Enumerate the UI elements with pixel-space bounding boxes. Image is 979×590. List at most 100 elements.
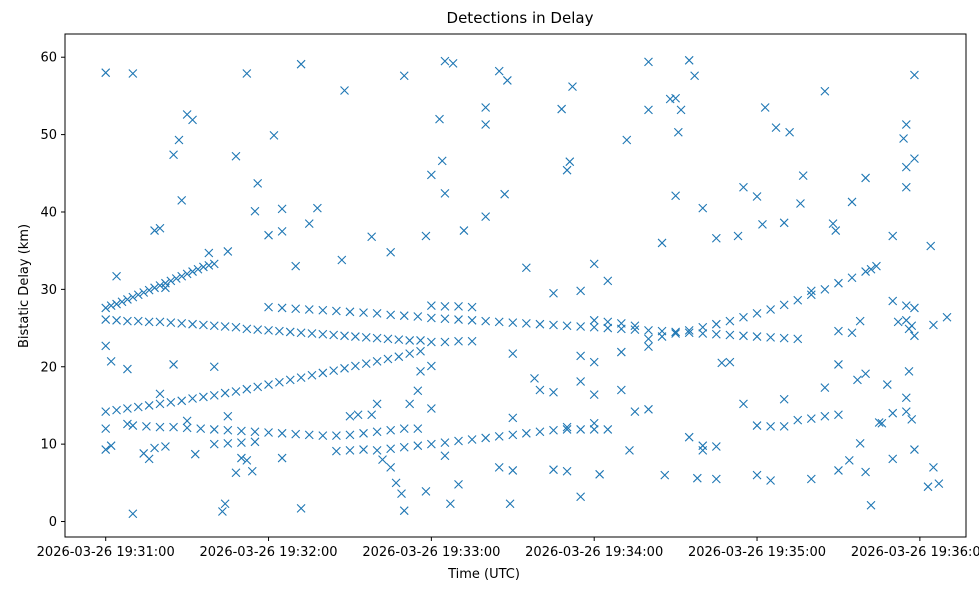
x-tick-label: 2026-03-26 19:34:00 (525, 545, 663, 560)
data-point (907, 414, 917, 424)
data-point (603, 276, 613, 286)
data-point (481, 212, 491, 222)
data-point (779, 300, 789, 310)
data-point (386, 462, 396, 472)
data-point (508, 413, 518, 423)
data-point (101, 424, 111, 434)
data-point (535, 427, 545, 437)
data-point (622, 135, 632, 145)
data-point (440, 337, 450, 347)
chart-title: Detections in Delay (447, 9, 594, 27)
data-point (242, 324, 252, 334)
data-point (549, 320, 558, 330)
data-point (861, 173, 870, 183)
data-point (828, 219, 838, 228)
data-point (644, 57, 653, 67)
data-point (250, 437, 260, 447)
data-point (223, 425, 233, 435)
data-point (296, 373, 306, 382)
data-point (907, 321, 917, 331)
data-point (277, 226, 287, 236)
data-point (684, 432, 694, 442)
data-point (386, 444, 396, 454)
data-point (684, 325, 694, 335)
data-point (128, 421, 138, 430)
data-point (806, 286, 816, 296)
data-point (467, 435, 477, 444)
data-point (831, 226, 841, 235)
data-point (242, 69, 252, 78)
data-point (798, 171, 808, 181)
data-point (350, 361, 360, 371)
data-point (318, 368, 328, 378)
data-point (861, 467, 870, 477)
data-point (616, 385, 626, 395)
data-point (378, 455, 387, 465)
data-point (101, 445, 111, 454)
data-point (331, 306, 341, 316)
data-point (277, 303, 287, 313)
data-point (535, 319, 545, 329)
data-point (793, 334, 803, 344)
data-point (367, 410, 377, 420)
data-point (237, 438, 246, 447)
data-point (440, 302, 450, 311)
data-point (711, 474, 721, 484)
data-point (923, 482, 933, 492)
data-point (901, 120, 911, 129)
data-point (942, 312, 952, 322)
data-point (237, 453, 246, 463)
x-axis-title: Time (UTC) (447, 567, 520, 582)
data-point (644, 325, 653, 335)
data-point (725, 357, 735, 367)
data-point (589, 357, 599, 367)
data-point (494, 462, 504, 472)
data-point (101, 68, 111, 78)
data-point (494, 66, 504, 76)
data-point (285, 327, 295, 337)
data-point (161, 278, 170, 288)
y-tick-label: 30 (40, 283, 57, 298)
data-point (209, 390, 219, 400)
data-point (440, 438, 450, 447)
data-point (904, 367, 914, 376)
data-point (142, 421, 151, 431)
data-point (796, 199, 805, 208)
data-point (435, 114, 444, 124)
data-point (711, 329, 721, 339)
data-point (318, 431, 328, 441)
y-tick-label: 20 (40, 360, 57, 375)
data-point (448, 59, 458, 68)
data-point (275, 377, 284, 387)
data-point (399, 424, 409, 434)
data-point (500, 189, 510, 199)
data-point (345, 411, 355, 421)
data-point (644, 404, 653, 414)
data-point (177, 271, 187, 281)
y-axis-ticks: 0 10 20 30 40 50 60 (40, 51, 65, 530)
data-point (874, 418, 884, 427)
data-point (426, 337, 436, 347)
data-point (123, 419, 132, 429)
data-point (231, 151, 241, 161)
data-point (106, 301, 116, 311)
data-point (454, 302, 463, 311)
data-point (562, 422, 572, 432)
data-point (188, 394, 197, 403)
data-point (888, 454, 898, 464)
data-point (112, 315, 121, 325)
data-point (888, 231, 898, 241)
data-point (329, 330, 339, 340)
data-points (101, 55, 952, 519)
data-point (576, 492, 586, 502)
data-point (421, 231, 431, 241)
data-point (190, 449, 200, 459)
data-point (910, 303, 919, 313)
data-point (345, 445, 355, 455)
data-point (361, 359, 371, 369)
data-point (467, 336, 477, 346)
data-point (445, 499, 455, 509)
data-point (101, 407, 111, 417)
data-point (340, 331, 349, 341)
data-point (117, 297, 127, 307)
